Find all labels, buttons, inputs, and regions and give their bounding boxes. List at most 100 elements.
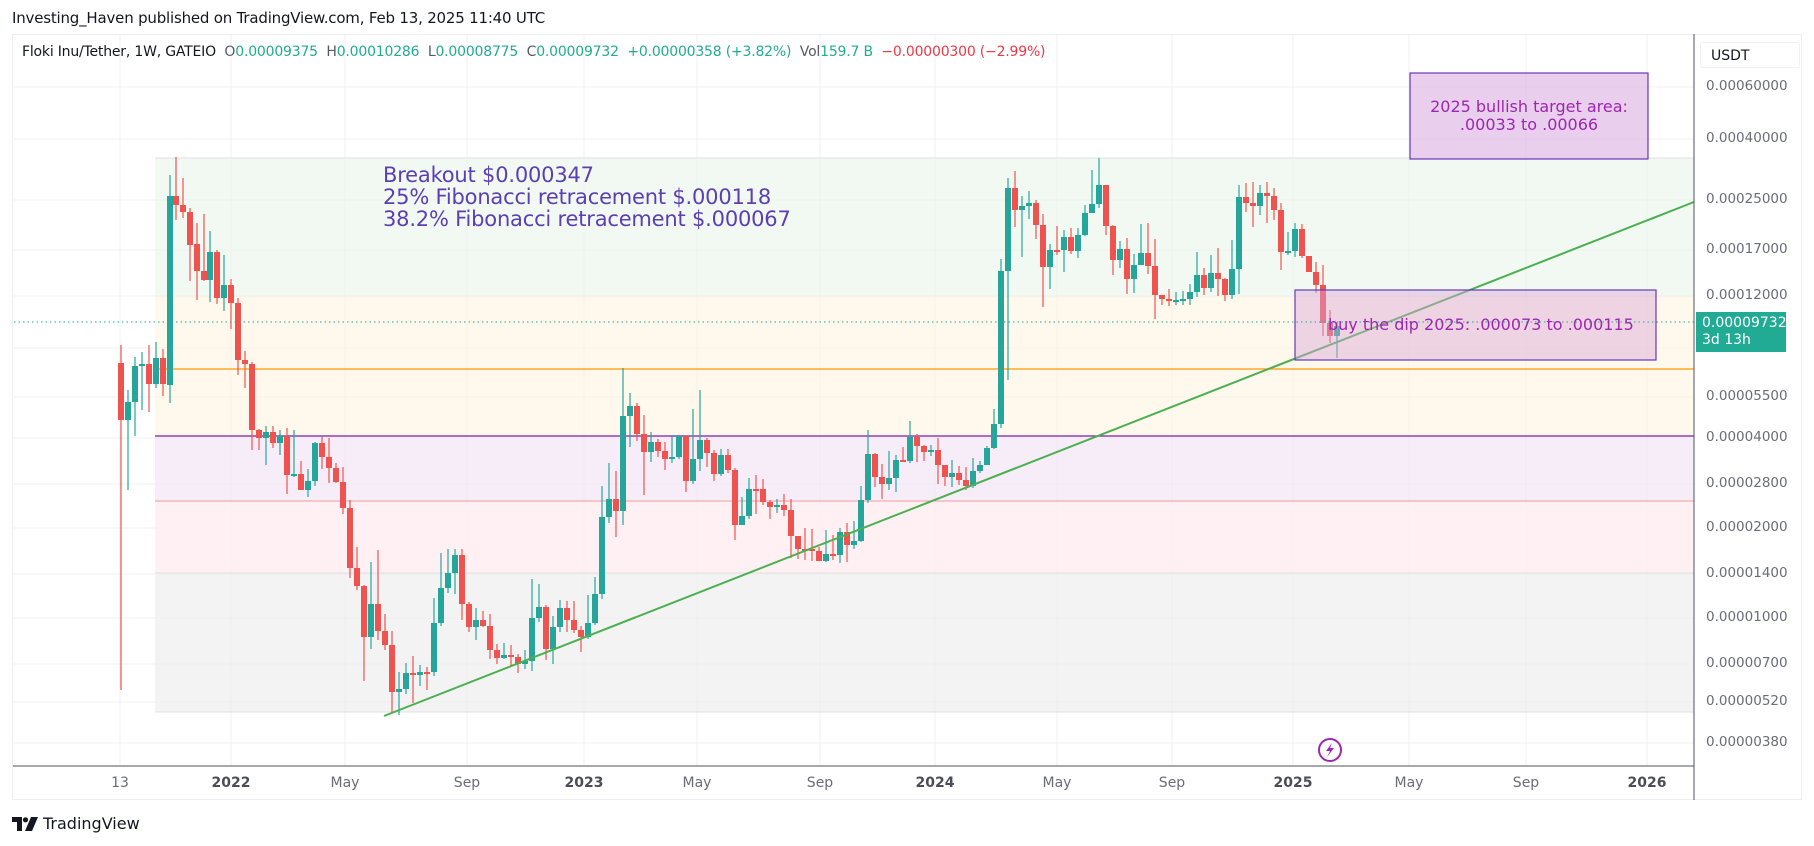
candle xyxy=(739,497,745,525)
open-value: 0.00009375 xyxy=(235,44,318,60)
candle xyxy=(1054,226,1060,255)
candle xyxy=(452,549,458,594)
candle xyxy=(746,478,752,519)
candle xyxy=(368,562,374,649)
fib-note-annotation[interactable]: Breakout $0.000347 25% Fibonacci retrace… xyxy=(383,164,791,230)
candle xyxy=(662,442,668,470)
time-tick-label: May xyxy=(1394,775,1424,791)
close-label: C xyxy=(526,44,537,60)
candle xyxy=(153,342,159,388)
candle xyxy=(690,409,696,484)
fib-note-line3: 38.2% Fibonacci retracement $.000067 xyxy=(383,207,791,231)
ohlc-legend: Floki Inu/Tether, 1W, GATEIO O0.00009375… xyxy=(22,44,1046,60)
candle xyxy=(1117,241,1123,268)
target-area-line2: .00033 to .00066 xyxy=(1459,115,1599,134)
candle xyxy=(1103,185,1109,235)
candle xyxy=(347,500,353,578)
last-price-value: 0.00009732 xyxy=(1702,315,1787,331)
low-value: 0.00008775 xyxy=(435,44,519,60)
price-tick-label: 0.00004000 xyxy=(1706,429,1788,445)
candle xyxy=(1285,232,1291,255)
candle xyxy=(998,259,1004,428)
candle xyxy=(676,435,682,459)
candle xyxy=(816,547,822,561)
price-tick-label: 0.00002000 xyxy=(1706,519,1788,535)
candle xyxy=(935,438,941,484)
candle xyxy=(1068,228,1074,254)
candle xyxy=(928,445,934,456)
fib-note-line1: Breakout $0.000347 xyxy=(383,163,594,187)
time-tick-label: Sep xyxy=(806,775,834,791)
candle xyxy=(984,446,990,465)
fib-note-line2: 25% Fibonacci retracement $.000118 xyxy=(383,185,771,209)
lightning-event-icon[interactable] xyxy=(1318,738,1342,762)
candle xyxy=(160,349,166,396)
candle xyxy=(473,608,479,640)
candle xyxy=(900,447,906,462)
candle xyxy=(1061,230,1067,272)
target-area-text[interactable]: 2025 bullish target area: .00033 to .000… xyxy=(1410,98,1648,134)
candle xyxy=(613,471,619,537)
candle xyxy=(641,415,647,495)
currency-unit-button[interactable]: USDT xyxy=(1700,42,1800,68)
candle xyxy=(459,549,465,620)
candle xyxy=(1264,182,1270,223)
candle xyxy=(1299,224,1305,258)
time-tick-label: May xyxy=(330,775,360,791)
candle xyxy=(1019,196,1025,257)
candle xyxy=(1124,238,1130,294)
candle xyxy=(977,461,983,473)
candle xyxy=(606,463,612,523)
candle xyxy=(1152,239,1158,319)
candle xyxy=(1110,225,1116,275)
candle xyxy=(956,466,962,485)
candle xyxy=(389,631,395,712)
candle xyxy=(146,345,152,412)
candle xyxy=(697,390,703,471)
candle xyxy=(132,357,138,436)
candle xyxy=(118,345,124,690)
candle xyxy=(1222,278,1228,301)
high-value: 0.00010286 xyxy=(336,44,420,60)
candle xyxy=(809,529,815,561)
candle xyxy=(1313,262,1319,293)
candle xyxy=(173,157,179,220)
candle xyxy=(277,430,283,455)
candle xyxy=(424,667,430,690)
candle xyxy=(487,614,493,659)
candle xyxy=(592,577,598,625)
candle xyxy=(235,298,241,375)
candle xyxy=(753,475,759,514)
candle xyxy=(326,438,332,483)
candle xyxy=(494,644,500,664)
candle xyxy=(634,403,640,441)
candle xyxy=(1145,223,1151,274)
candle xyxy=(655,439,661,457)
price-tick-label: 0.00017000 xyxy=(1706,241,1788,257)
candle xyxy=(914,434,920,462)
buy-dip-text[interactable]: buy the dip 2025: .000073 to .000115 xyxy=(1328,315,1634,334)
target-area-box xyxy=(1409,72,1649,160)
candle xyxy=(1089,170,1095,213)
symbol-title[interactable]: Floki Inu/Tether, 1W, GATEIO xyxy=(22,44,216,60)
candle xyxy=(1215,248,1221,296)
candle xyxy=(788,499,794,558)
candle xyxy=(298,461,304,490)
candle xyxy=(1201,268,1207,295)
candle xyxy=(1159,295,1165,305)
time-tick-label: May xyxy=(682,775,712,791)
candle xyxy=(844,523,850,562)
candle xyxy=(221,255,227,311)
candle xyxy=(529,579,535,671)
candle xyxy=(1187,284,1193,305)
candle xyxy=(125,390,131,490)
candle xyxy=(1075,228,1081,258)
candle xyxy=(774,499,780,513)
candle xyxy=(683,436,689,492)
trendline xyxy=(383,201,1695,717)
tradingview-footer[interactable]: TradingView xyxy=(12,814,140,833)
price-tick-label: 0.00000380 xyxy=(1706,734,1788,750)
candle xyxy=(1320,265,1326,336)
candle xyxy=(1306,256,1312,272)
